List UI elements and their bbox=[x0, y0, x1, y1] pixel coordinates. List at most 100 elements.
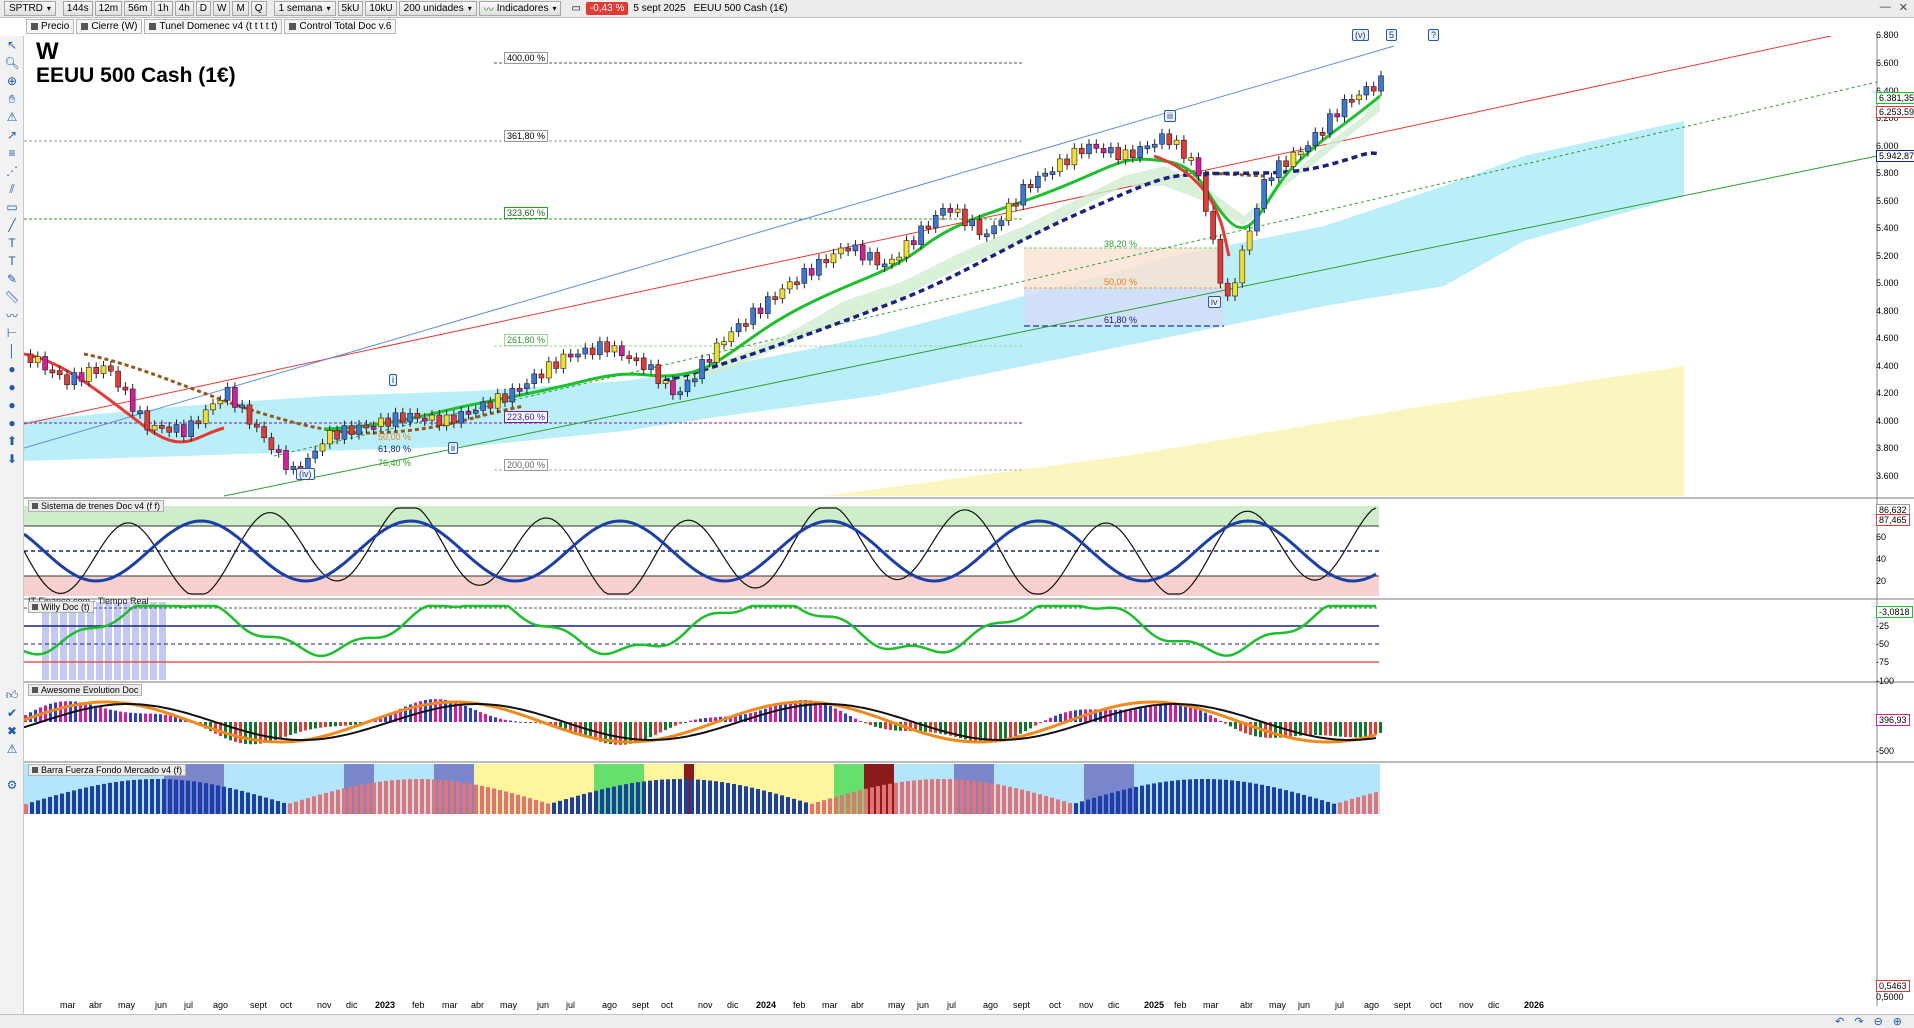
zoom-out-icon[interactable]: ⊖ bbox=[1873, 1016, 1883, 1028]
hand-icon[interactable]: ✋︎ bbox=[8, 91, 16, 106]
symbol-selector[interactable]: SPTRD bbox=[4, 1, 56, 16]
instrument-name: EEUU 500 Cash (1€) bbox=[693, 3, 788, 14]
wave-label-i[interactable]: i bbox=[389, 374, 397, 386]
tf-d-button[interactable]: D bbox=[195, 1, 211, 16]
panel-label-barra[interactable]: Barra Fuerza Fondo Mercado v4 (f) bbox=[28, 764, 187, 776]
tf-1h-button[interactable]: 1h bbox=[153, 1, 173, 16]
awesome-bar bbox=[529, 722, 532, 723]
cursor-icon[interactable]: ↖ bbox=[6, 38, 18, 52]
zoom-icon[interactable]: ⊕ bbox=[6, 74, 18, 88]
wave-label-iv-paren[interactable]: (iv) bbox=[296, 468, 315, 480]
vertical-line-icon[interactable]: │ bbox=[8, 344, 16, 358]
time-axis-label: feb bbox=[1174, 1000, 1187, 1010]
tf-q-button[interactable]: Q bbox=[250, 1, 267, 16]
circle-yellow-icon[interactable]: ● bbox=[8, 398, 16, 412]
indicators-button[interactable]: 〰 Indicadores bbox=[478, 1, 562, 16]
awesome-bar bbox=[969, 722, 972, 741]
willy-tick: -50 bbox=[1876, 639, 1890, 649]
period-selector[interactable]: 1 semana bbox=[273, 1, 336, 16]
wave-label-question[interactable]: ? bbox=[1428, 29, 1440, 41]
barra-bar bbox=[1242, 781, 1246, 814]
circle-green-icon[interactable]: ● bbox=[8, 416, 16, 430]
rectangle-icon[interactable]: ▭ bbox=[6, 200, 18, 214]
warning-icon[interactable]: ⚠ bbox=[6, 742, 18, 756]
wave-icon[interactable]: 〰 bbox=[5, 308, 18, 323]
wave-label-v[interactable]: (v) bbox=[1352, 29, 1369, 41]
candle bbox=[816, 258, 822, 276]
alert-icon[interactable]: ⚠ bbox=[6, 110, 18, 124]
awesome-bar bbox=[974, 722, 977, 742]
awesome-bar bbox=[1219, 720, 1222, 722]
tf-w-button[interactable]: W bbox=[213, 1, 231, 16]
fib-icon[interactable]: ≡ bbox=[8, 146, 16, 160]
trenes-tick: 60 bbox=[1876, 532, 1887, 542]
label-icon[interactable]: T bbox=[8, 254, 16, 268]
wave-label-iv[interactable]: iv bbox=[1208, 296, 1221, 308]
awesome-bar bbox=[229, 722, 232, 741]
tab-control-total[interactable]: Control Total Doc v.6 bbox=[284, 19, 397, 34]
awesome-bar bbox=[334, 722, 337, 727]
green-trendline bbox=[223, 155, 1878, 497]
tab-tunel[interactable]: Tunel Domenec v4 (t t t t t) bbox=[144, 19, 283, 34]
tf-12m-button[interactable]: 12m bbox=[94, 1, 123, 16]
willy-bar bbox=[150, 602, 157, 680]
pencil-icon[interactable]: ✎ bbox=[6, 272, 18, 286]
channel-icon[interactable]: ⫽ bbox=[9, 181, 15, 196]
fan-icon[interactable]: ⋰ bbox=[6, 164, 18, 178]
ticks-5k-button[interactable]: 5kU bbox=[337, 1, 364, 16]
redo-icon[interactable]: ↷ bbox=[1854, 1016, 1864, 1028]
barra-bar bbox=[186, 780, 190, 814]
tf-4h-button[interactable]: 4h bbox=[174, 1, 194, 16]
barra-bar bbox=[324, 792, 328, 814]
search-icon[interactable]: 🔍︎ bbox=[4, 56, 20, 70]
settings-icon[interactable]: ⚙ bbox=[6, 778, 18, 792]
zoom-in-icon[interactable]: ⊕ bbox=[1892, 1016, 1902, 1028]
minimize-icon[interactable]: — bbox=[1879, 1, 1891, 13]
candle bbox=[1064, 158, 1070, 166]
fib-zone-618 bbox=[1024, 288, 1224, 326]
panel-label-trenes[interactable]: Sistema de trenes Doc v4 (f f) bbox=[28, 500, 165, 512]
ticks-10k-button[interactable]: 10kU bbox=[365, 1, 397, 16]
chart-canvas[interactable] bbox=[24, 36, 1914, 1014]
panel-label-awesome[interactable]: Awesome Evolution Doc bbox=[28, 684, 143, 696]
close-icon[interactable]: ✕ bbox=[1898, 2, 1908, 14]
awesome-bar bbox=[1344, 722, 1347, 738]
tf-56m-button[interactable]: 56m bbox=[124, 1, 152, 16]
text-icon[interactable]: T bbox=[8, 236, 16, 250]
barra-bar bbox=[966, 780, 970, 814]
line-icon[interactable]: ╱ bbox=[8, 218, 16, 232]
candle bbox=[137, 410, 143, 415]
barra-bar bbox=[330, 791, 334, 814]
awesome-bar bbox=[329, 722, 332, 727]
panel-title: Barra Fuerza Fondo Mercado v4 (f) bbox=[41, 765, 183, 775]
barra-bar bbox=[798, 800, 802, 814]
undo-icon[interactable]: ↶ bbox=[1835, 1016, 1845, 1028]
circle-red-icon[interactable]: ● bbox=[8, 362, 16, 376]
trend-up-icon[interactable]: ↗ bbox=[6, 128, 18, 142]
ruler-icon[interactable]: 📏︎ bbox=[4, 290, 20, 304]
tab-cierre[interactable]: Cierre (W) bbox=[76, 19, 143, 34]
wave-label-ii[interactable]: ii bbox=[448, 442, 458, 454]
candle bbox=[268, 437, 275, 450]
wave-label-iii[interactable]: iii bbox=[1164, 110, 1176, 122]
arrow-down-icon[interactable]: ⬇ bbox=[6, 452, 18, 466]
panel-label-willy[interactable]: Willy Doc (t) bbox=[28, 601, 94, 613]
tf-144s-button[interactable]: 144s bbox=[62, 1, 93, 16]
barra-bar bbox=[138, 779, 142, 814]
cross-icon[interactable]: ✖ bbox=[6, 724, 18, 738]
awesome-bar bbox=[734, 715, 737, 722]
units-selector[interactable]: 200 unidades bbox=[398, 1, 477, 16]
candle bbox=[830, 253, 837, 264]
circle-orange-icon[interactable]: ● bbox=[8, 380, 16, 394]
thumb-up-icon[interactable]: 👍︎ bbox=[5, 687, 19, 702]
awesome-bar bbox=[304, 722, 307, 731]
awesome-bar bbox=[1209, 715, 1212, 722]
tf-m-button[interactable]: M bbox=[232, 1, 249, 16]
barra-bar bbox=[402, 779, 406, 814]
awesome-bar bbox=[604, 722, 607, 744]
measure-icon[interactable]: ⊢ bbox=[6, 326, 18, 340]
arrow-up-icon[interactable]: ⬆ bbox=[6, 434, 18, 448]
tab-precio[interactable]: Precio bbox=[26, 19, 75, 34]
check-icon[interactable]: ✔ bbox=[6, 706, 18, 720]
wave-label-5[interactable]: 5 bbox=[1386, 29, 1398, 41]
